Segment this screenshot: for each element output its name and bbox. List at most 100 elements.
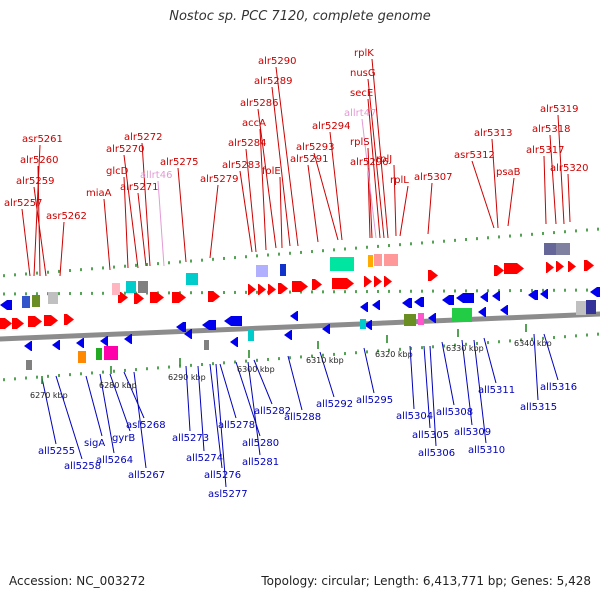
- reverse-gene-label[interactable]: all5278: [218, 420, 255, 431]
- reverse-gene-label[interactable]: all5310: [468, 445, 505, 456]
- forward-gene-label[interactable]: alr5293: [296, 142, 334, 153]
- forward-gene-label[interactable]: rplL: [390, 175, 409, 186]
- gene-feature-box[interactable]: [22, 296, 30, 308]
- forward-gene-label[interactable]: alr5318: [532, 124, 570, 135]
- forward-gene-arrow[interactable]: [44, 315, 58, 326]
- forward-gene-label[interactable]: alr5270: [106, 144, 144, 155]
- reverse-gene-arrow[interactable]: [224, 316, 242, 326]
- forward-gene-label[interactable]: alr5259: [16, 176, 54, 187]
- forward-gene-label[interactable]: allrt47: [344, 108, 376, 119]
- reverse-gene-label[interactable]: all5295: [356, 395, 393, 406]
- forward-gene-label[interactable]: alr5291: [290, 154, 328, 165]
- forward-gene-arrow[interactable]: [150, 292, 164, 303]
- forward-gene-arrow[interactable]: [364, 276, 372, 287]
- reverse-gene-label[interactable]: asl5268: [126, 420, 166, 431]
- reverse-gene-arrow[interactable]: [100, 336, 108, 346]
- reverse-gene-arrow[interactable]: [456, 293, 474, 303]
- reverse-gene-label[interactable]: all5281: [242, 457, 279, 468]
- gene-feature-box[interactable]: [104, 346, 118, 360]
- forward-gene-label[interactable]: alr5275: [160, 157, 198, 168]
- forward-gene-label[interactable]: accA: [242, 118, 266, 129]
- forward-gene-arrow[interactable]: [374, 276, 382, 287]
- forward-gene-label[interactable]: secE: [350, 88, 373, 99]
- reverse-gene-label[interactable]: all5255: [38, 446, 75, 457]
- reverse-gene-label[interactable]: all5273: [172, 433, 209, 444]
- gene-feature-box[interactable]: [204, 340, 209, 350]
- reverse-gene-label[interactable]: all5280: [242, 438, 279, 449]
- gene-feature-box[interactable]: [186, 273, 198, 285]
- forward-gene-label[interactable]: asr5261: [22, 134, 63, 145]
- forward-gene-label[interactable]: alr5260: [20, 155, 58, 166]
- reverse-gene-arrow[interactable]: [492, 291, 500, 301]
- reverse-gene-arrow[interactable]: [184, 329, 192, 339]
- gene-feature-box[interactable]: [26, 360, 32, 370]
- reverse-gene-arrow[interactable]: [372, 300, 380, 310]
- gene-feature-box[interactable]: [248, 329, 254, 341]
- reverse-gene-arrow[interactable]: [176, 322, 186, 332]
- forward-gene-label[interactable]: alr5313: [474, 128, 512, 139]
- forward-gene-label[interactable]: alr5257: [4, 198, 42, 209]
- forward-gene-label[interactable]: alr5284: [228, 138, 266, 149]
- forward-gene-label[interactable]: alr5279: [200, 174, 238, 185]
- forward-gene-arrow[interactable]: [258, 284, 266, 295]
- forward-gene-label[interactable]: alr5307: [414, 172, 452, 183]
- forward-gene-arrow[interactable]: [0, 318, 12, 329]
- forward-gene-arrow[interactable]: [312, 279, 322, 290]
- forward-gene-label[interactable]: alr5272: [124, 132, 162, 143]
- forward-gene-arrow[interactable]: [118, 292, 128, 303]
- forward-gene-label[interactable]: glcD: [106, 166, 129, 177]
- gene-feature-box[interactable]: [360, 319, 366, 329]
- forward-gene-label[interactable]: alr5286: [240, 98, 278, 109]
- reverse-gene-label[interactable]: all5292: [316, 399, 353, 410]
- forward-gene-arrow[interactable]: [28, 316, 42, 327]
- gene-feature-box[interactable]: [586, 300, 596, 314]
- forward-gene-arrow[interactable]: [384, 276, 392, 287]
- forward-gene-label[interactable]: rplJ: [376, 154, 392, 165]
- reverse-gene-label[interactable]: all5267: [128, 470, 165, 481]
- reverse-gene-arrow[interactable]: [76, 338, 84, 348]
- forward-gene-label[interactable]: alr5296: [350, 157, 388, 168]
- forward-gene-arrow[interactable]: [494, 265, 504, 276]
- gene-feature-box[interactable]: [112, 283, 120, 295]
- forward-gene-label[interactable]: rplS: [350, 137, 370, 148]
- gene-feature-box[interactable]: [48, 292, 58, 304]
- gene-feature-box[interactable]: [126, 281, 136, 293]
- reverse-gene-label[interactable]: all5282: [254, 406, 291, 417]
- reverse-gene-label[interactable]: all5264: [96, 455, 133, 466]
- reverse-gene-label[interactable]: asl5277: [208, 489, 248, 500]
- forward-gene-arrow[interactable]: [12, 318, 24, 329]
- forward-gene-arrow[interactable]: [172, 292, 186, 303]
- reverse-gene-arrow[interactable]: [124, 334, 132, 344]
- forward-gene-label[interactable]: asr5312: [454, 150, 495, 161]
- gene-feature-box[interactable]: [330, 257, 354, 271]
- reverse-gene-label[interactable]: all5306: [418, 448, 455, 459]
- reverse-gene-label[interactable]: all5288: [284, 412, 321, 423]
- forward-gene-arrow[interactable]: [248, 284, 256, 295]
- forward-gene-arrow[interactable]: [208, 291, 220, 302]
- forward-gene-arrow[interactable]: [428, 270, 438, 281]
- gene-feature-box[interactable]: [452, 308, 472, 322]
- gene-feature-box[interactable]: [404, 314, 416, 326]
- forward-gene-arrow[interactable]: [64, 314, 74, 325]
- forward-gene-arrow[interactable]: [332, 278, 354, 289]
- gene-feature-box[interactable]: [556, 243, 570, 255]
- forward-gene-label[interactable]: alr5320: [550, 163, 588, 174]
- reverse-gene-arrow[interactable]: [24, 341, 32, 351]
- reverse-gene-arrow[interactable]: [284, 330, 292, 340]
- forward-gene-label[interactable]: alr5294: [312, 121, 350, 132]
- reverse-gene-label[interactable]: sigA: [84, 438, 105, 449]
- reverse-gene-arrow[interactable]: [528, 290, 538, 300]
- forward-gene-arrow[interactable]: [268, 284, 276, 295]
- reverse-gene-arrow[interactable]: [52, 340, 60, 350]
- forward-gene-label[interactable]: alr5271: [120, 182, 158, 193]
- gene-feature-box[interactable]: [138, 281, 148, 293]
- gene-feature-box[interactable]: [374, 254, 382, 266]
- forward-gene-label[interactable]: nusG: [350, 68, 376, 79]
- reverse-gene-label[interactable]: all5309: [454, 427, 491, 438]
- gene-feature-box[interactable]: [256, 265, 268, 277]
- forward-gene-arrow[interactable]: [568, 261, 576, 272]
- reverse-gene-label[interactable]: all5315: [520, 402, 557, 413]
- forward-gene-label[interactable]: psaB: [496, 167, 521, 178]
- reverse-gene-arrow[interactable]: [360, 302, 368, 312]
- forward-gene-label[interactable]: alr5317: [526, 145, 564, 156]
